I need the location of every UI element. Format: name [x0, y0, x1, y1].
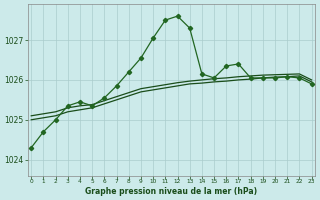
X-axis label: Graphe pression niveau de la mer (hPa): Graphe pression niveau de la mer (hPa)	[85, 187, 258, 196]
